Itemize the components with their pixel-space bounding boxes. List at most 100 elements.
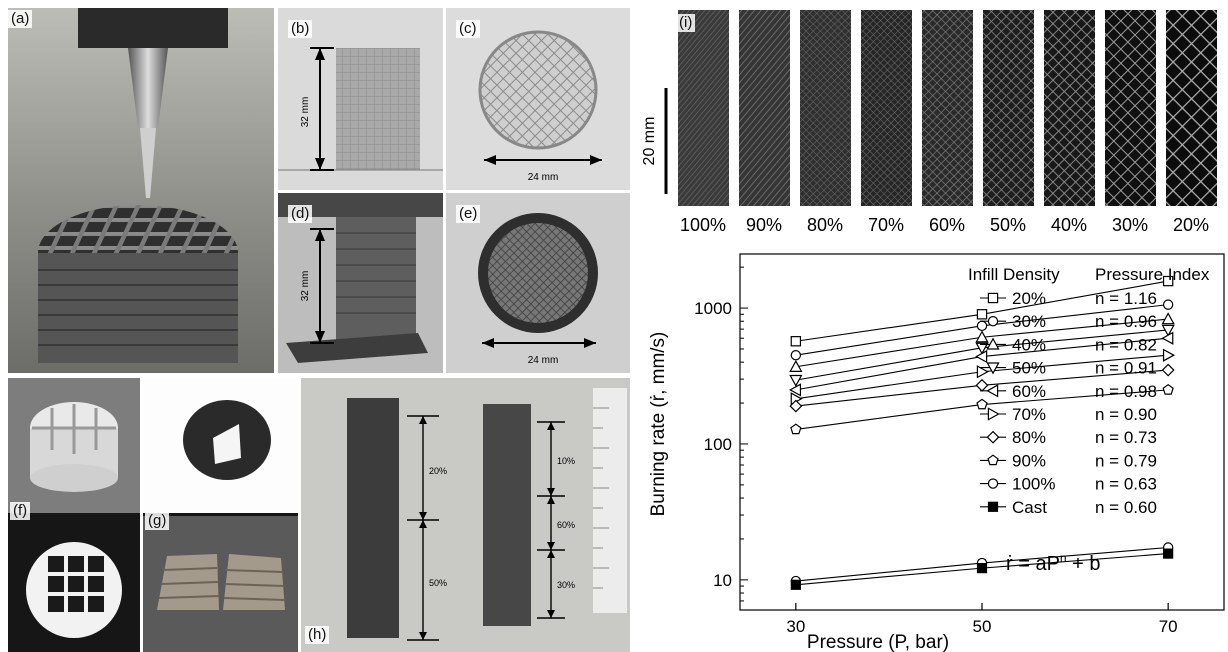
panel-e-photo: 24 mm (e) [446,193,630,373]
legend-series-name: 50% [1012,359,1046,378]
data-point [976,398,988,410]
segmented-grains: 20% 50% 10% 60% 30% [347,388,627,641]
dimension-label: 32 mm [300,97,311,128]
legend-series-name: 90% [1012,451,1046,470]
series-60pct [788,331,1174,397]
legend-pressure-index: n = 0.98 [1095,382,1157,401]
data-point [975,330,989,343]
legend-pressure-index: n = 0.96 [1095,312,1157,331]
legend-row: 30% n = 0.96 [980,312,1157,331]
legend-row: 70% n = 0.90 [980,405,1157,424]
series-70pct [790,348,1176,406]
data-point [976,563,988,574]
printer-nozzle-photo [38,8,238,363]
density-label: 30% [1112,215,1148,235]
panel-d-photo: 32 mm (d) [278,193,443,373]
legend-pressure-index: n = 0.90 [1095,405,1157,424]
legend-row: 60% n = 0.98 [980,382,1157,401]
legend-series-name: 30% [1012,312,1046,331]
data-point [976,309,988,320]
white-grid-samples [8,378,140,638]
legend-pressure-index: n = 0.60 [1095,498,1157,517]
equation-lhs: ṙ = aP [1006,553,1060,575]
density-label: 100% [680,215,726,235]
data-point [975,342,989,355]
panel-label: (d) [288,205,313,223]
panel-label: (h) [305,626,330,644]
data-point [789,374,803,387]
legend-pressure-index: n = 1.16 [1095,289,1157,308]
data-point [790,579,801,590]
panel-g-photo: (g) [143,378,298,652]
equation: ṙ = aPn + b [1006,551,1101,575]
legend-row: 40% n = 0.82 [980,335,1157,354]
segment-label: 10% [557,456,575,466]
legend-marker [987,454,999,466]
legend-marker [986,362,1000,375]
legend-row: 80% n = 0.73 [980,428,1157,447]
data-point [788,383,802,397]
x-tick-label: 70 [1159,617,1178,636]
legend-row: 20% n = 1.16 [980,289,1157,308]
panel-f-photo: (f) [8,378,140,652]
legend-row: 90% n = 0.79 [980,451,1157,470]
panel-label: (i) [676,14,696,32]
data-point [976,365,989,379]
legend-series-name: Cast [1012,498,1047,517]
series-20pct [790,275,1174,347]
data-point [790,350,802,361]
panel-label: (g) [145,512,170,530]
series-90pct [790,383,1174,435]
panel-label: (a) [8,10,33,28]
panel-i-strips: 20 mm 100% 90% 80% 70% 60% 50% 40% 30% 2… [640,6,1228,246]
scale-bar-label: 20 mm [641,117,658,166]
data-point [789,399,803,413]
legend-header-density: Infill Density [968,265,1060,284]
strip-100 [678,10,729,206]
legend-series-name: 40% [1012,335,1046,354]
y-tick-label: 100 [704,435,732,454]
strip-80 [800,10,851,206]
segment-label: 30% [557,580,575,590]
data-point [975,378,989,392]
data-point [1162,299,1174,310]
y-tick-label: 1000 [694,299,732,318]
legend-series-name: 100% [1012,475,1055,494]
cylinder-side-render: 32 mm [278,8,443,190]
data-point [790,423,802,435]
dimension-label: 32 mm [300,271,311,302]
equation-rhs: + b [1067,553,1101,575]
segment-label: 50% [429,578,447,588]
density-label: 80% [807,215,843,235]
panel-label: (b) [288,20,313,38]
strip-20 [1166,10,1217,206]
data-point [1163,548,1174,559]
y-axis-label: Burning rate (ṙ, mm/s) [648,332,669,517]
data-point [790,336,802,347]
panel-label: (c) [456,20,480,38]
panel-b-render: 32 mm (b) [278,8,443,190]
legend-pressure-index: n = 0.91 [1095,359,1157,378]
strip-30 [1105,10,1156,206]
strip-60 [922,10,973,206]
data-point [1162,348,1176,362]
density-label: 90% [746,215,782,235]
data-point [976,320,988,332]
legend-row: 50% n = 0.91 [980,359,1157,378]
infill-density-strips: 20 mm 100% 90% 80% 70% 60% 50% 40% 30% 2… [641,10,1217,235]
legend-marker [987,478,999,489]
series-40pct [789,312,1175,372]
series-50pct [789,324,1175,387]
density-label: 60% [929,215,965,235]
burning-rate-chart: 30 50 70 10 100 1000 Infill Density Pressure I… [648,253,1225,652]
panel-h-photo: 20% 50% 10% 60% 30% (h) [301,378,630,652]
dimension-label: 24 mm [528,172,559,183]
legend-series-name: 70% [1012,405,1046,424]
series-layer [788,275,1176,590]
series-cast [790,548,1174,590]
density-label: 70% [868,215,904,235]
strip-50 [983,10,1034,206]
strip-90 [739,10,790,206]
density-label: 50% [990,215,1026,235]
legend-series-name: 80% [1012,428,1046,447]
